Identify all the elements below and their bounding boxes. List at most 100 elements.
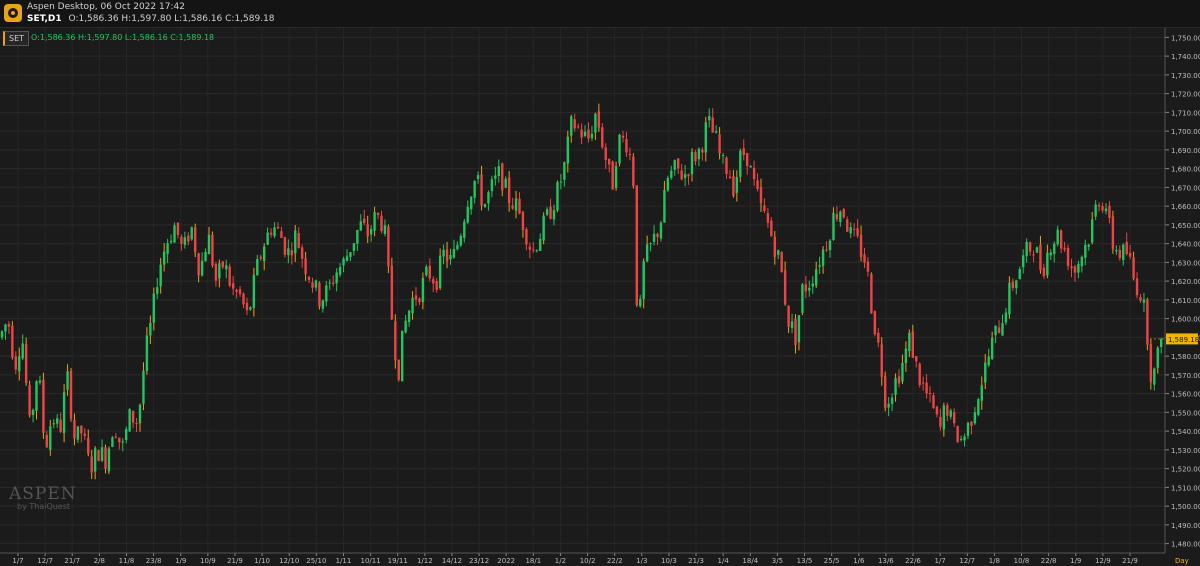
candle-body [111,437,114,448]
candle-body [542,215,545,241]
time-tick-label: 19/11 [388,557,408,565]
last-price-label: 1,589.18 [1168,336,1199,344]
candle-body [1104,208,1108,212]
candle-body [935,406,939,415]
legend-ohlc: O:1,586.36 H:1,597.80 L:1,586.16 C:1,589… [31,33,215,42]
candle-body [683,173,687,179]
candle-body [1032,254,1035,256]
candle-body [411,297,414,314]
candle-body [187,235,190,242]
candle-body [356,229,359,244]
time-tick-label: 1/7 [935,557,946,565]
candle-body [1084,244,1087,258]
candle-body [314,280,318,288]
candle-body [135,423,138,425]
candle-body [1011,281,1015,289]
candle-body [1056,229,1059,245]
candle-body [366,224,369,237]
candle-body [176,222,180,235]
candle-body [918,363,921,386]
candle-body [28,384,31,416]
candle-body [1077,263,1080,273]
candle-body [142,370,145,404]
candle-body [66,371,69,390]
candle-body [1087,244,1090,247]
candle-body [1149,344,1153,383]
symbol-ohlc-line: SET,D1 O:1,586.36 H:1,597.80 L:1,586.16 … [27,14,275,24]
time-tick-label: 2/8 [94,557,105,565]
chart-area[interactable]: 1,480.00 1,490.00 1,500.00 1,510.00 1,520.00… [0,28,1200,566]
price-tick-label: 1,610.00 [1171,297,1200,305]
candle-body [383,225,387,234]
candle-body [770,220,773,237]
time-tick-label: 13/5 [797,557,813,565]
candle-body [335,272,338,284]
candle-body [911,331,914,358]
time-tick-label: 18/1 [525,557,541,565]
time-tick-label: 1/7 [12,557,23,565]
price-tick-label: 1,750.00 [1171,34,1200,42]
candle-body [587,129,590,139]
candle-body [880,344,883,377]
price-tick-label: 1,600.00 [1171,316,1200,324]
candle-body [953,412,956,424]
candle-body [504,178,507,188]
candle-body [763,205,766,212]
candle-body [104,447,107,469]
candle-body [1128,253,1132,257]
candle-body [915,356,918,362]
candle-body [418,298,421,303]
candle-body [80,425,83,434]
candle-body [1115,250,1118,252]
candle-body [1053,243,1056,254]
title-ohlc: O:1,586.36 H:1,597.80 L:1,586.16 C:1,589… [68,14,275,24]
symbol-badge[interactable]: SET [3,31,30,46]
candle-body [125,429,128,441]
price-tick-label: 1,670.00 [1171,184,1200,192]
candle-body [666,177,670,191]
candle-body [93,448,97,472]
candle-body [290,250,293,256]
candle-body [790,321,794,328]
candle-body [307,276,311,280]
candle-body [749,165,752,168]
time-unit-label[interactable]: Day [1175,557,1189,565]
price-chart[interactable]: 1,480.00 1,490.00 1,500.00 1,510.00 1,520.00… [0,28,1200,566]
candle-body [528,246,532,250]
candle-body [590,133,594,139]
price-tick-label: 1,720.00 [1171,91,1200,99]
candle-body [207,234,211,255]
candle-body [318,282,321,307]
watermark-byline: by ThaiQuest [17,502,71,511]
candle-body [107,448,111,472]
candle-body [866,261,870,272]
candle-body [904,348,908,364]
candle-body [42,379,45,433]
candle-body [73,419,76,439]
candle-body [404,320,407,333]
candle-body [438,255,442,289]
time-tick-label: 12/7 [37,557,53,565]
candle-body [287,248,290,256]
candle-body [756,180,759,189]
candle-body [839,211,842,222]
candle-body [787,305,790,327]
candle-body [449,255,452,260]
candle-body [963,436,966,441]
price-tick-label: 1,740.00 [1171,53,1200,61]
price-tick-label: 1,710.00 [1171,109,1200,117]
candle-body [987,356,990,366]
candle-body [483,204,487,207]
candle-body [38,380,42,383]
candle-body [228,266,231,286]
candle-body [852,228,856,230]
candle-body [563,162,566,180]
time-tick-label: 18/4 [742,557,758,565]
candle-body [256,258,259,276]
candle-body [804,284,808,292]
candle-body [656,233,659,237]
candle-body [942,405,946,430]
candle-body [990,337,994,359]
price-tick-label: 1,490.00 [1171,522,1200,530]
candle-body [984,362,987,383]
